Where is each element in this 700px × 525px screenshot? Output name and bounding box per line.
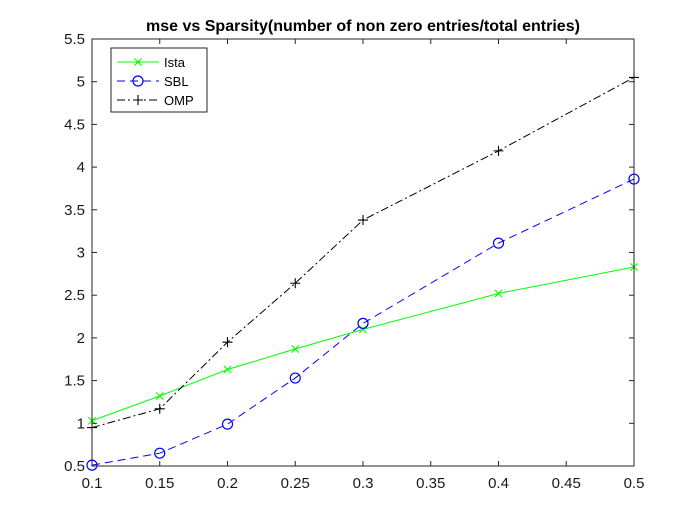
marker-x-shape (134, 58, 142, 66)
y-tick-label: 4 (77, 159, 85, 176)
y-tick-label: 2.5 (64, 287, 85, 304)
marker-plus-shape (133, 95, 143, 105)
data-point-omp (222, 337, 233, 348)
marker-circle-shape (289, 372, 301, 384)
legend-marker (134, 58, 142, 66)
data-point-ista (494, 289, 503, 298)
x-tick-label: 0.45 (552, 475, 581, 492)
y-tick-label: 2 (77, 330, 85, 347)
data-point-sbl (221, 418, 234, 430)
legend-label: SBL (164, 74, 189, 89)
data-point-ista (291, 345, 300, 353)
x-tick-label: 0.1 (82, 475, 103, 492)
y-tick-label: 0.5 (64, 458, 85, 475)
marker-x-shape (223, 365, 232, 374)
x-tick-label: 0.5 (624, 475, 645, 492)
legend-marker (132, 75, 144, 87)
marker-circle-shape (221, 418, 234, 430)
legend: Ista SBL OMP (110, 47, 208, 113)
data-point-omp (290, 278, 301, 289)
marker-x-shape (155, 391, 164, 400)
marker-plus-shape (493, 145, 504, 156)
x-tick-label: 0.2 (217, 475, 238, 492)
marker-plus-shape (154, 403, 165, 414)
data-point-ista (223, 365, 232, 374)
data-point-sbl (154, 447, 166, 459)
legend-item-ista: Ista (117, 55, 186, 70)
data-point-ista (155, 391, 164, 400)
marker-circle-shape (132, 75, 144, 87)
data-point-sbl (289, 372, 301, 384)
x-tick-label: 0.25 (281, 475, 310, 492)
y-tick-label: 5.5 (64, 31, 85, 48)
legend-label: Ista (164, 55, 186, 70)
x-tick-label: 0.35 (416, 475, 445, 492)
marker-x-shape (494, 289, 503, 298)
marker-circle-shape (492, 237, 505, 249)
ticks: 0.1 0.15 0.2 0.25 0.3 0.35 0.4 0.45 0.5 0.5 1 1.5 2 2… (64, 31, 644, 492)
marker-x-shape (359, 325, 367, 334)
series-layer (86, 72, 640, 471)
legend-marker (133, 95, 143, 105)
y-tick-label: 1 (77, 415, 85, 432)
y-tick-label: 3 (77, 245, 85, 262)
legend-box (110, 47, 208, 113)
x-tick-label: 0.4 (488, 475, 509, 492)
marker-plus-shape (222, 337, 233, 348)
data-point-omp (358, 215, 368, 226)
marker-circle-shape (154, 447, 166, 459)
marker-x-shape (291, 345, 300, 353)
series-line-sbl (91, 178, 635, 466)
series-sbl (86, 173, 640, 471)
data-point-omp (493, 145, 504, 156)
data-point-sbl (492, 237, 505, 249)
y-tick-label: 1.5 (64, 373, 85, 390)
data-point-sbl (357, 317, 369, 329)
chart-title: mse vs Sparsity(number of non zero entri… (146, 18, 580, 35)
data-point-ista (359, 325, 367, 334)
x-tick-label: 0.15 (145, 475, 174, 492)
x-tick-label: 0.3 (353, 475, 374, 492)
data-point-omp (154, 403, 165, 414)
legend-item-sbl: SBL (117, 74, 189, 89)
y-tick-label: 3.5 (64, 202, 85, 219)
marker-plus-shape (358, 215, 368, 226)
legend-item-omp: OMP (117, 93, 194, 108)
y-tick-label: 5 (77, 74, 85, 91)
marker-circle-shape (357, 317, 369, 329)
y-tick-label: 4.5 (64, 116, 85, 133)
legend-label: OMP (164, 93, 194, 108)
marker-plus-shape (290, 278, 301, 289)
